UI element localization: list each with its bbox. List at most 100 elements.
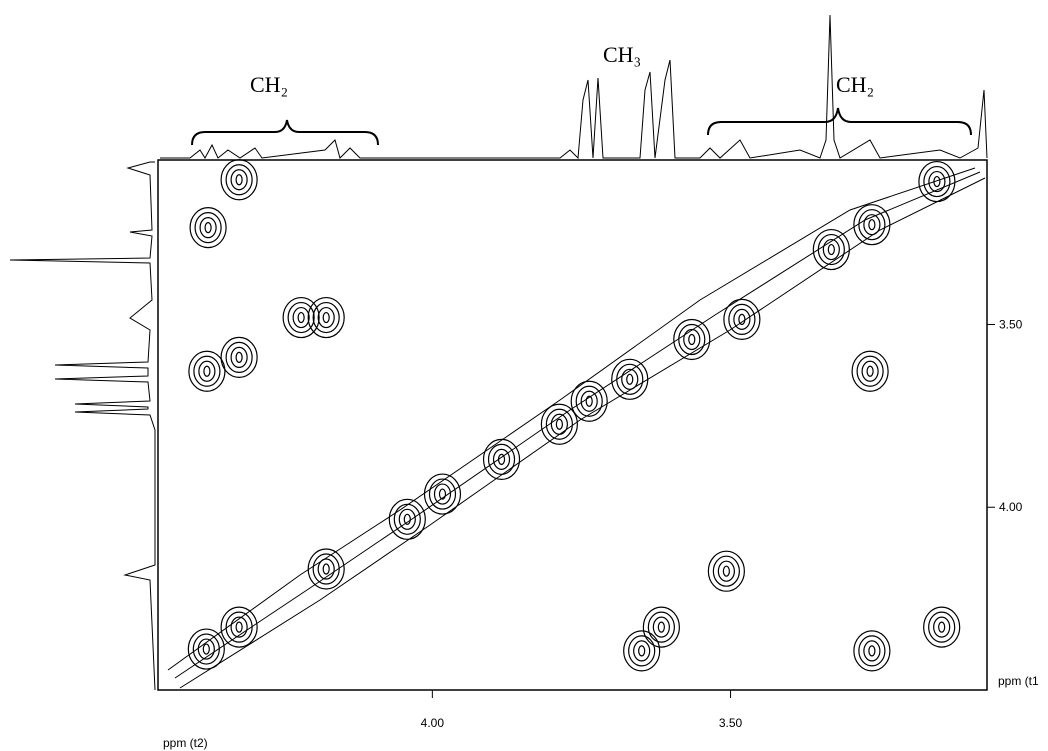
cross-peak: [851, 350, 889, 392]
contour-level: [188, 350, 226, 392]
contour-level: [307, 296, 345, 339]
contour-level: [861, 360, 879, 382]
cross-peak: [220, 159, 258, 201]
contour-level: [928, 611, 956, 643]
contour-level: [938, 621, 946, 633]
y-axis-label: ppm (t1: [998, 674, 1039, 688]
cross-peak: [642, 606, 680, 648]
cross-peak: [188, 350, 226, 392]
cross-peak: [388, 498, 426, 540]
contour-level: [722, 565, 730, 577]
contour-level: [433, 483, 452, 505]
contour-level: [570, 380, 608, 422]
contour-level: [398, 508, 416, 530]
contour-level: [918, 160, 956, 203]
contour-level: [235, 351, 243, 363]
contour-level: [307, 548, 345, 590]
cross-peak: [540, 403, 578, 445]
contour-level: [203, 365, 211, 377]
contour-level: [220, 336, 258, 378]
contour-level: [225, 611, 253, 643]
contour-level: [297, 311, 305, 324]
contour-level: [438, 488, 447, 500]
contour-level: [642, 606, 680, 648]
contour-level: [626, 373, 634, 385]
contour-level: [317, 558, 335, 580]
contour-level: [312, 301, 340, 334]
contour-level: [540, 403, 578, 445]
contour-level: [712, 555, 740, 587]
contour-level: [555, 418, 563, 430]
contour-level: [220, 606, 258, 648]
x-tick-label: 4.00: [421, 716, 445, 730]
cross-peak: [307, 548, 345, 590]
contour-level: [611, 358, 649, 400]
cross-peak: [187, 628, 225, 670]
contour-level: [858, 635, 886, 667]
top-spectrum: [160, 14, 988, 160]
cross-peak: [570, 380, 608, 422]
cross-peak: [853, 204, 891, 246]
contour-level: [933, 616, 951, 638]
contour-level: [623, 630, 661, 672]
cross-peak: [918, 160, 956, 203]
contour-level: [853, 204, 891, 246]
contour-level: [497, 453, 506, 465]
annotation: CH₂: [836, 72, 874, 97]
cross-peak: [482, 438, 521, 480]
contour-level: [822, 238, 840, 261]
cross-peak: [723, 298, 761, 340]
contour-level: [657, 621, 665, 633]
contour-level: [933, 175, 941, 188]
brace: [191, 119, 379, 146]
contour-level: [388, 498, 426, 540]
contour-level: [652, 616, 670, 638]
annotation: CH₃: [603, 42, 641, 67]
contour-level: [487, 443, 516, 475]
contour-level: [868, 645, 876, 657]
contour-level: [194, 212, 222, 244]
contour-level: [928, 170, 946, 193]
contour-level: [585, 395, 593, 407]
contour-level: [550, 413, 568, 435]
contour-level: [235, 174, 243, 186]
contour-level: [728, 303, 756, 335]
contour-level: [616, 363, 644, 395]
contour-level: [230, 169, 248, 191]
contour-level: [230, 346, 248, 368]
contour-level: [717, 560, 735, 582]
cross-peak: [307, 296, 345, 339]
contour-level: [923, 606, 961, 648]
contour-level: [492, 448, 511, 470]
cross-peak: [611, 358, 649, 400]
contour-level: [673, 318, 711, 361]
contour-level: [688, 333, 696, 346]
contour-level: [482, 438, 521, 480]
cross-peak: [282, 296, 320, 339]
left-spectrum: [9, 161, 156, 691]
cross-peak: [623, 630, 661, 672]
contour-level: [197, 638, 215, 660]
contour-level: [220, 159, 258, 201]
contour-level: [189, 207, 227, 249]
x-axis-label: ppm (t2): [163, 736, 208, 750]
contour-level: [282, 296, 320, 339]
contour-level: [317, 306, 335, 329]
contour-level: [403, 513, 411, 525]
cross-peak: [923, 606, 961, 648]
cross-peak: [189, 207, 227, 249]
plot-frame: [157, 159, 988, 691]
contour-level: [738, 313, 746, 325]
contour-level: [863, 214, 881, 236]
y-tick-label: 3.50: [999, 317, 1023, 331]
contour-level: [638, 645, 646, 657]
contour-level: [187, 628, 225, 670]
cross-peak: [812, 228, 850, 271]
contour-level: [575, 385, 603, 417]
contour-level: [580, 390, 598, 412]
contour-level: [423, 473, 462, 515]
contour-level: [225, 164, 253, 196]
contour-level: [633, 640, 651, 662]
contour-level: [198, 360, 216, 382]
